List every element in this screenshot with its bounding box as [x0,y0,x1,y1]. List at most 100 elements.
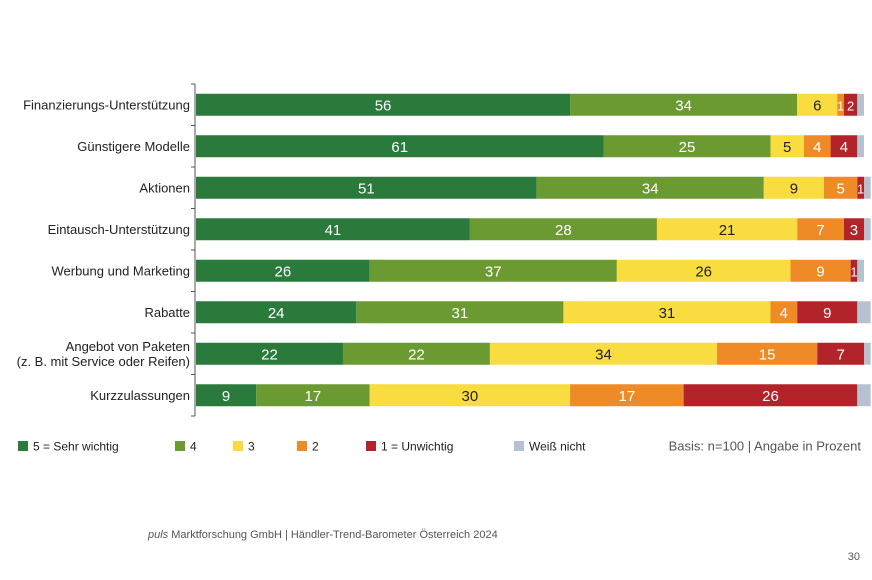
legend-label-wei-nicht: Weiß nicht [529,440,586,454]
bar-wei-nicht-finanzierungs-unterst-tzung [857,93,864,116]
legend-label-5-sehr-wichtig: 5 = Sehr wichtig [33,440,119,454]
page-number: 30 [847,551,860,563]
data-label: 26 [274,263,291,280]
bar-1-unwichtig-kurzzulassungen [683,384,858,407]
bar-5-sehr-wichtig-g-nstigere-modelle [196,135,604,158]
data-label: 5 [836,180,844,197]
category-label-rabatte: Rabatte [144,305,190,320]
category-label-kurzzulassungen: Kurzzulassungen [90,388,190,403]
category-label-angebot-von-paketen: Angebot von Paketen (z. B. mit Service od… [17,339,190,369]
data-label: 51 [358,180,375,197]
category-label-line: Werbung und Marketing [51,263,190,278]
bar-wei-nicht-g-nstigere-modelle [857,135,864,158]
legend-label-1-unwichtig: 1 = Unwichtig [381,440,453,454]
data-label: 5 [783,139,791,156]
legend-label-3: 3 [248,440,255,454]
bar-3-eintausch-unterst-tzung [656,218,798,241]
data-label: 25 [679,139,696,156]
bar-4-rabatte [356,301,564,324]
data-label: 6 [813,97,821,114]
bar-2-kurzzulassungen [570,384,684,407]
bar-wei-nicht-angebot-von-paketen [864,342,871,365]
legend-swatch-2 [297,441,307,451]
bar-1-unwichtig-g-nstigere-modelle [830,135,858,158]
legend-swatch-4 [175,441,185,451]
bar-5-sehr-wichtig-aktionen [196,176,537,199]
bar-2-angebot-von-paketen [717,342,818,365]
category-label-line: Angebot von Paketen [66,339,190,354]
bar-5-sehr-wichtig-angebot-von-paketen [196,342,343,365]
data-label: 61 [391,139,408,156]
category-label-line: Kurzzulassungen [90,388,190,403]
bar-2-finanzierungs-unterst-tzung [837,93,844,116]
bar-4-angebot-von-paketen [342,342,490,365]
bar-3-g-nstigere-modelle [770,135,804,158]
bar-3-angebot-von-paketen [489,342,718,365]
data-label: 9 [790,180,798,197]
source-footer: puls Marktforschung GmbH | Händler-Trend… [148,529,498,541]
data-label: 4 [840,139,848,156]
bar-2-rabatte [770,301,798,324]
bar-3-aktionen [763,176,824,199]
data-label: 26 [695,263,712,280]
data-label: 9 [823,305,831,322]
data-label: 34 [595,346,612,363]
bar-1-unwichtig-eintausch-unterst-tzung [843,218,864,241]
bar-5-sehr-wichtig-werbung-und-marketing [196,259,370,282]
data-label: 7 [836,346,844,363]
data-label: 9 [222,388,230,405]
category-label-eintausch-unterst-tzung: Eintausch-Unterstützung [48,222,190,237]
category-label-line: Günstigere Modelle [77,139,190,154]
category-label-line: Eintausch-Unterstützung [48,222,190,237]
bar-5-sehr-wichtig-rabatte [196,301,357,324]
data-label: 17 [619,388,636,405]
basis-note: Basis: n=100 | Angabe in Prozent [669,439,862,454]
data-label: 9 [816,263,824,280]
category-label-g-nstigere-modelle: Günstigere Modelle [77,139,190,154]
data-label: 41 [325,222,342,239]
bar-2-werbung-und-marketing [790,259,851,282]
category-label-line: Finanzierungs-Unterstützung [23,97,190,112]
data-label: 17 [305,388,322,405]
category-label-finanzierungs-unterst-tzung: Finanzierungs-Unterstützung [23,97,190,112]
legend-swatch-1-unwichtig [366,441,376,451]
data-label: 34 [642,180,659,197]
category-label-aktionen: Aktionen [139,180,190,195]
bar-3-finanzierungs-unterst-tzung [797,93,838,116]
data-label: 24 [268,305,285,322]
data-label: 22 [261,346,278,363]
legend-swatch-wei-nicht [514,441,524,451]
data-label: 37 [485,263,502,280]
data-label: 26 [762,388,779,405]
bar-1-unwichtig-werbung-und-marketing [850,259,858,282]
data-label: 34 [675,97,692,114]
bar-5-sehr-wichtig-eintausch-unterst-tzung [196,218,470,241]
data-label: 56 [375,97,392,114]
bar-1-unwichtig-angebot-von-paketen [817,342,864,365]
category-label-line: Rabatte [144,305,190,320]
bar-wei-nicht-eintausch-unterst-tzung [864,218,871,241]
legend-swatch-5-sehr-wichtig [18,441,28,451]
data-label: 2 [847,98,854,113]
data-label: 28 [555,222,572,239]
legend-label-2: 2 [312,440,319,454]
data-label: 31 [659,305,676,322]
bar-4-werbung-und-marketing [369,259,617,282]
bar-5-sehr-wichtig-kurzzulassungen [196,384,257,407]
category-label-werbung-und-marketing: Werbung und Marketing [51,263,190,278]
data-label: 30 [462,388,479,405]
legend-swatch-3 [233,441,243,451]
source-brand: puls [148,529,169,541]
data-label: 15 [759,346,776,363]
bar-wei-nicht-werbung-und-marketing [857,259,864,282]
bar-2-g-nstigere-modelle [803,135,831,158]
category-label-line: (z. B. mit Service oder Reifen) [17,354,190,369]
data-label: 7 [816,222,824,239]
data-label: 22 [408,346,425,363]
bar-4-eintausch-unterst-tzung [469,218,657,241]
source-text: Marktforschung GmbH | Händler-Trend-Baro… [168,529,498,541]
bar-1-unwichtig-aktionen [857,176,864,199]
data-label: 1 [837,98,844,113]
bar-4-finanzierungs-unterst-tzung [570,93,798,116]
bar-4-aktionen [536,176,764,199]
